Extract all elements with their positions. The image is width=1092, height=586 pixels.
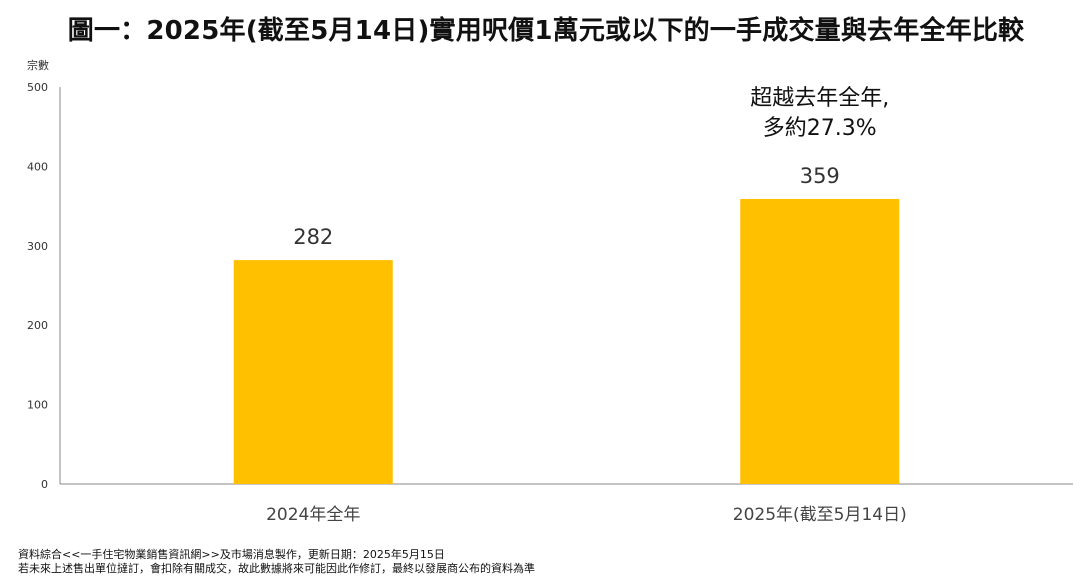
category-label: 2025年(截至5月14日) [733, 505, 907, 525]
data-label: 359 [800, 164, 840, 188]
y-tick-label: 200 [27, 319, 48, 332]
data-label: 282 [293, 225, 333, 249]
chart-title: 圖一：2025年(截至5月14日)實用呎價1萬元或以下的一手成交量與去年全年比較 [67, 16, 1025, 46]
footnote-line-2: 若未來上述售出單位撻訂，會扣除有關成交，故此數據將來可能因此作修訂，最終以發展商… [18, 562, 535, 575]
category-labels-group: 2024年全年 2025年(截至5月14日) [266, 505, 907, 525]
annotation: 超越去年全年, 多約27.3% [750, 86, 889, 141]
y-axis-title: 宗數 [27, 58, 49, 72]
y-axis-ticks: 0 100 200 300 400 500 [27, 81, 48, 491]
y-tick-label: 400 [27, 160, 48, 173]
category-label: 2024年全年 [266, 505, 360, 525]
y-tick-label: 100 [27, 399, 48, 412]
data-labels-group: 282 359 [293, 164, 840, 249]
footnote: 資料綜合<<一手住宅物業銷售資訊網>>及市場消息製作，更新日期：2025年5月1… [18, 548, 535, 576]
bar [233, 260, 393, 484]
annotation-line-1: 超越去年全年, [750, 86, 889, 111]
y-tick-label: 300 [27, 240, 48, 253]
footnote-line-1: 資料綜合<<一手住宅物業銷售資訊網>>及市場消息製作，更新日期：2025年5月1… [18, 548, 445, 561]
y-tick-label: 0 [41, 478, 48, 491]
annotation-line-2: 多約27.3% [763, 116, 877, 141]
bar [740, 198, 900, 485]
y-tick-label: 500 [27, 81, 48, 94]
bars-group [233, 198, 900, 485]
